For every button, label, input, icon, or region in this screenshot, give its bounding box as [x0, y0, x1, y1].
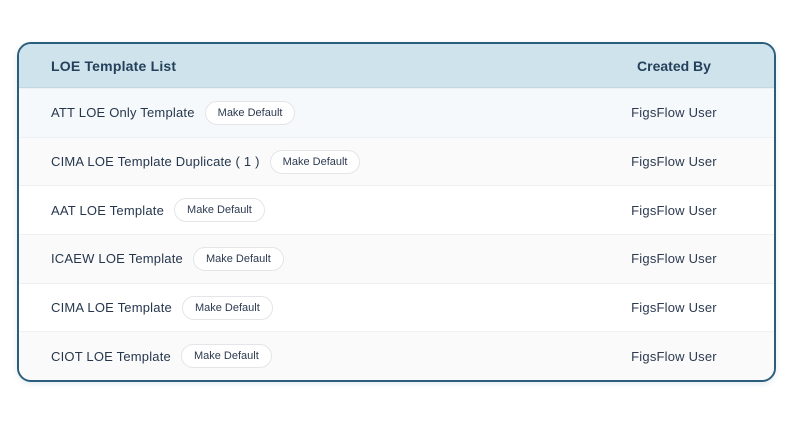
table-row[interactable]: AAT LOE Template Make Default FigsFlow U…: [19, 185, 774, 235]
created-by-value: FigsFlow User: [631, 202, 717, 218]
created-by-value: FigsFlow User: [631, 154, 717, 169]
created-by-column-header: Created By: [637, 57, 711, 74]
table-title: LOE Template List: [51, 57, 177, 74]
table-row[interactable]: CIMA LOE Template Make Default FigsFlow …: [19, 282, 774, 332]
make-default-button[interactable]: Make Default: [269, 149, 361, 174]
created-by-value: FigsFlow User: [631, 300, 717, 316]
template-name: ICAEW LOE Template: [51, 251, 183, 267]
template-cell: ICAEW LOE Template Make Default: [51, 246, 574, 271]
template-name: CIOT LOE Template: [51, 348, 171, 364]
make-default-button[interactable]: Make Default: [180, 344, 272, 369]
table-row[interactable]: CIMA LOE Template Duplicate ( 1 ) Make D…: [19, 136, 774, 186]
template-cell: CIMA LOE Template Duplicate ( 1 ) Make D…: [51, 149, 574, 174]
template-name: AAT LOE Template: [51, 202, 165, 218]
template-cell: CIMA LOE Template Make Default: [51, 295, 574, 320]
make-default-button[interactable]: Make Default: [192, 246, 284, 271]
table-row[interactable]: ICAEW LOE Template Make Default FigsFlow…: [19, 234, 774, 283]
table-row[interactable]: CIOT LOE Template Make Default FigsFlow …: [19, 331, 774, 380]
template-name: CIMA LOE Template Duplicate ( 1 ): [51, 154, 260, 169]
template-cell: CIOT LOE Template Make Default: [51, 344, 574, 369]
created-by-value: FigsFlow User: [631, 348, 717, 364]
template-name: ATT LOE Only Template: [51, 105, 195, 121]
created-by-value: FigsFlow User: [631, 105, 717, 121]
template-name: CIMA LOE Template: [51, 300, 172, 316]
table-header-row: LOE Template List Created By: [19, 44, 774, 88]
make-default-button[interactable]: Make Default: [204, 100, 296, 125]
loe-template-list-card: LOE Template List Created By ATT LOE Onl…: [17, 42, 776, 382]
template-cell: AAT LOE Template Make Default: [51, 198, 574, 223]
make-default-button[interactable]: Make Default: [181, 295, 273, 320]
table-row[interactable]: ATT LOE Only Template Make Default FigsF…: [19, 88, 774, 137]
created-by-value: FigsFlow User: [631, 251, 717, 267]
make-default-button[interactable]: Make Default: [174, 198, 265, 223]
template-cell: ATT LOE Only Template Make Default: [51, 100, 574, 125]
